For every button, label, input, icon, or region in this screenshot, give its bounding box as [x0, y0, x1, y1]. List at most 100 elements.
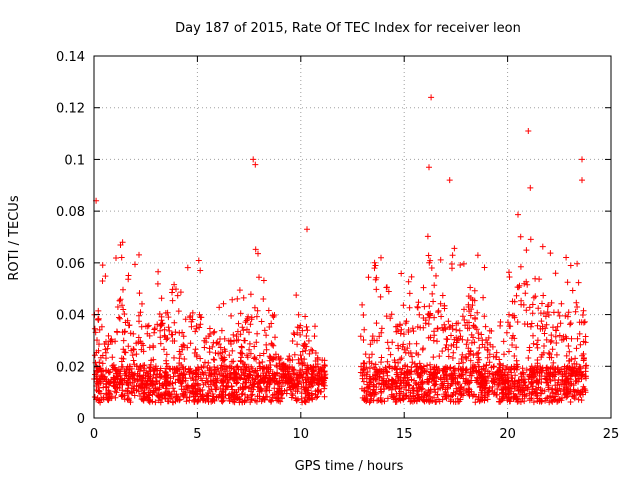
data-point [524, 281, 531, 288]
data-point [220, 397, 227, 404]
data-point [122, 370, 128, 377]
data-point [409, 385, 416, 392]
data-point [121, 311, 128, 317]
data-point [544, 309, 551, 315]
data-point [98, 396, 105, 403]
data-point [434, 325, 441, 332]
data-point [138, 377, 145, 384]
data-point [582, 363, 589, 369]
data-point [109, 362, 116, 369]
data-point [171, 354, 177, 361]
data-point [107, 337, 114, 344]
data-point [109, 354, 116, 361]
data-point [211, 371, 218, 378]
data-point [428, 94, 435, 101]
data-point [490, 364, 497, 370]
data-point [421, 397, 427, 404]
data-point [169, 297, 176, 304]
data-point [171, 338, 178, 344]
data-point [154, 280, 161, 287]
data-point [163, 336, 170, 343]
data-point [553, 351, 560, 358]
data-point [184, 344, 191, 351]
data-point [266, 324, 273, 330]
data-point [191, 350, 198, 356]
data-point [545, 384, 552, 391]
data-point [549, 346, 556, 353]
data-point [552, 377, 558, 384]
data-point [402, 320, 409, 327]
data-point [413, 387, 420, 394]
data-point [579, 177, 585, 184]
data-point [219, 388, 226, 395]
data-point [114, 329, 121, 336]
data-point [378, 254, 384, 261]
y-tick-label: 0.12 [56, 102, 85, 117]
data-point [547, 365, 554, 372]
data-point [174, 292, 181, 299]
data-point [552, 333, 559, 340]
data-point [246, 368, 253, 375]
data-point [99, 360, 106, 367]
data-point [472, 314, 478, 321]
data-point [187, 313, 194, 319]
data-point [579, 156, 585, 163]
data-point [474, 375, 481, 382]
data-point [222, 374, 229, 381]
data-point [238, 350, 245, 357]
data-point [94, 337, 100, 344]
data-point [272, 351, 279, 358]
data-point [141, 362, 148, 369]
data-point [534, 344, 541, 351]
data-point [447, 323, 454, 330]
data-point [380, 370, 387, 377]
data-point [280, 368, 287, 374]
data-point [495, 381, 502, 388]
data-point [149, 378, 156, 385]
data-point [197, 267, 204, 274]
data-point [567, 399, 574, 405]
data-point [158, 295, 165, 302]
data-point [210, 329, 217, 336]
data-point [318, 388, 325, 395]
data-point [141, 393, 148, 399]
data-point [484, 354, 491, 361]
data-point [392, 363, 399, 370]
data-point [456, 327, 463, 334]
data-point [391, 357, 398, 364]
data-point [233, 380, 240, 387]
data-point [548, 337, 555, 344]
data-point [420, 315, 427, 321]
data-point [406, 304, 413, 311]
data-point [534, 357, 541, 363]
data-point [222, 368, 229, 375]
data-point [137, 338, 144, 345]
data-point [574, 304, 581, 310]
data-point [319, 378, 326, 385]
data-point [368, 393, 375, 400]
data-point [490, 378, 497, 385]
data-point [517, 263, 524, 270]
data-point [416, 396, 423, 403]
data-point [438, 313, 445, 320]
data-point [511, 366, 518, 373]
data-point [550, 324, 556, 331]
data-point [155, 397, 162, 404]
data-point [534, 392, 541, 399]
data-point [400, 396, 407, 403]
data-point [135, 334, 142, 341]
data-point [484, 339, 491, 346]
data-point [525, 128, 532, 134]
data-point [449, 375, 456, 381]
data-point [560, 336, 567, 343]
data-point [481, 264, 488, 271]
data-point [113, 255, 119, 261]
data-point [279, 377, 285, 384]
data-point [233, 333, 240, 340]
data-point [551, 397, 558, 403]
data-point [174, 396, 181, 403]
data-point [221, 346, 228, 353]
data-point [510, 332, 516, 339]
data-point [97, 354, 104, 361]
data-point [183, 398, 190, 405]
